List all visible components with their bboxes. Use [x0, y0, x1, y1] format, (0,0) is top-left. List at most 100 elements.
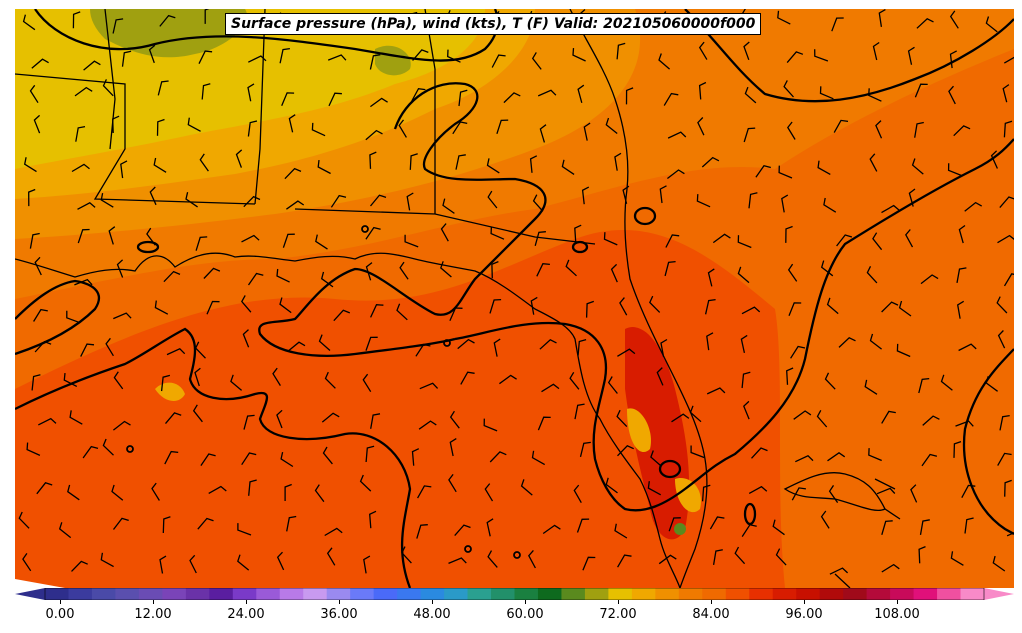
wind-barb [534, 231, 546, 246]
wind-barb [997, 452, 1012, 466]
colorbar-swatch [913, 588, 938, 600]
coastline [15, 252, 681, 588]
wind-barb [38, 417, 57, 426]
wind-barb [838, 337, 856, 348]
wind-barb [573, 484, 582, 504]
wind-barb [328, 92, 342, 107]
wind-barb [80, 343, 95, 357]
wind-barb [531, 52, 542, 70]
isobar-closed [571, 240, 589, 254]
wind-barb [272, 367, 281, 386]
wind-barb [671, 413, 690, 423]
wind-barb [324, 527, 343, 537]
state-line [104, 9, 116, 150]
colorbar-tick-label: 36.00 [320, 607, 358, 622]
wind-barb [785, 225, 793, 243]
wind-barb [314, 484, 325, 503]
wind-barb [486, 518, 494, 537]
state-line [254, 9, 266, 205]
wind-barb [836, 234, 853, 247]
wind-barb [401, 546, 412, 564]
wind-barb [949, 10, 959, 29]
wind-barb [875, 120, 883, 139]
wind-barb [827, 452, 846, 462]
wind-barb [817, 160, 831, 175]
wind-barb [574, 403, 585, 420]
wind-barb [743, 400, 750, 420]
wind-barb [878, 9, 886, 27]
colorbar-extend-high [984, 588, 1014, 600]
wind-barb [146, 227, 156, 246]
wind-barb [69, 410, 83, 425]
wind-barb [237, 554, 250, 571]
wind-barb [396, 303, 408, 321]
wind-barb [418, 420, 437, 430]
wind-barb [864, 379, 878, 395]
wind-barb [153, 157, 167, 173]
wind-barb [112, 517, 129, 530]
isobar-closed [513, 551, 521, 559]
wind-barb [755, 164, 771, 178]
colorbar-swatches [45, 588, 985, 600]
wind-barb [921, 453, 938, 467]
wind-barb [607, 376, 618, 394]
coastline-atlantic [569, 9, 708, 588]
colorbar-tick-label: 0.00 [45, 607, 75, 622]
wind-barb [279, 47, 290, 64]
wind-barb [539, 124, 547, 143]
wind-barb [404, 234, 419, 248]
wind-barb [1003, 120, 1013, 138]
wind-barb [577, 84, 585, 103]
wind-barb [996, 296, 1008, 314]
colorbar-tick-mark [432, 600, 433, 604]
wind-barb [668, 517, 681, 532]
wind-barb [663, 92, 679, 106]
wind-barb [911, 158, 924, 175]
wind-barb [914, 121, 924, 138]
wind-barb [449, 438, 457, 457]
wind-barb [622, 185, 630, 204]
wind-barb [701, 484, 711, 502]
wind-barb [457, 338, 475, 350]
wind-barb [484, 483, 494, 502]
wind-barb [539, 339, 557, 350]
wind-barb [743, 127, 756, 143]
colorbar-swatch [772, 588, 797, 600]
wind-barb [869, 333, 882, 350]
wind-barb [102, 79, 114, 97]
wind-barb [489, 298, 502, 314]
wind-barb [744, 86, 757, 104]
wind-barb [577, 338, 587, 356]
wind-barb [235, 149, 243, 168]
wind-barb [247, 272, 264, 286]
colorbar-swatch [702, 588, 727, 600]
colorbar-swatch [45, 588, 69, 600]
isobar [15, 279, 101, 356]
wind-barb [333, 309, 351, 322]
colorbar-swatch [68, 588, 93, 600]
wind-barb [286, 200, 305, 210]
wind-barb [327, 54, 347, 61]
temperature-field-land-cold [674, 523, 686, 535]
wind-barb [166, 348, 186, 356]
wind-barb [783, 80, 794, 98]
wind-barb [499, 374, 517, 385]
wind-barb [276, 551, 285, 571]
wind-barb [455, 154, 466, 170]
wind-barb [1003, 273, 1014, 287]
colorbar-swatch [467, 588, 492, 600]
wind-barb [22, 14, 36, 31]
wind-barb [487, 190, 498, 209]
isobar [15, 327, 412, 588]
wind-barb [365, 336, 378, 351]
wind-barb [284, 167, 302, 180]
colorbar-swatch [444, 588, 469, 600]
wind-barb [572, 48, 586, 62]
wind-barb [787, 121, 796, 140]
wind-barb [116, 259, 124, 278]
wind-barb [579, 441, 591, 458]
wind-barb [647, 481, 662, 496]
wind-barb [248, 479, 257, 496]
wind-barb [369, 54, 381, 70]
wind-barb [712, 549, 723, 566]
